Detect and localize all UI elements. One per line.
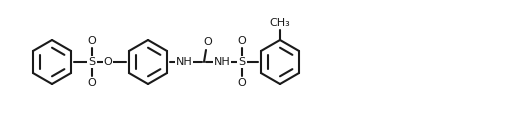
Text: O: O [88,78,97,88]
Text: NH: NH [176,57,192,67]
Text: NH: NH [214,57,230,67]
Text: O: O [103,57,112,67]
Text: O: O [88,36,97,46]
Text: O: O [238,36,247,46]
Text: S: S [239,57,246,67]
Text: S: S [88,57,96,67]
Text: O: O [238,78,247,88]
Text: CH₃: CH₃ [270,18,290,28]
Text: O: O [204,37,212,47]
